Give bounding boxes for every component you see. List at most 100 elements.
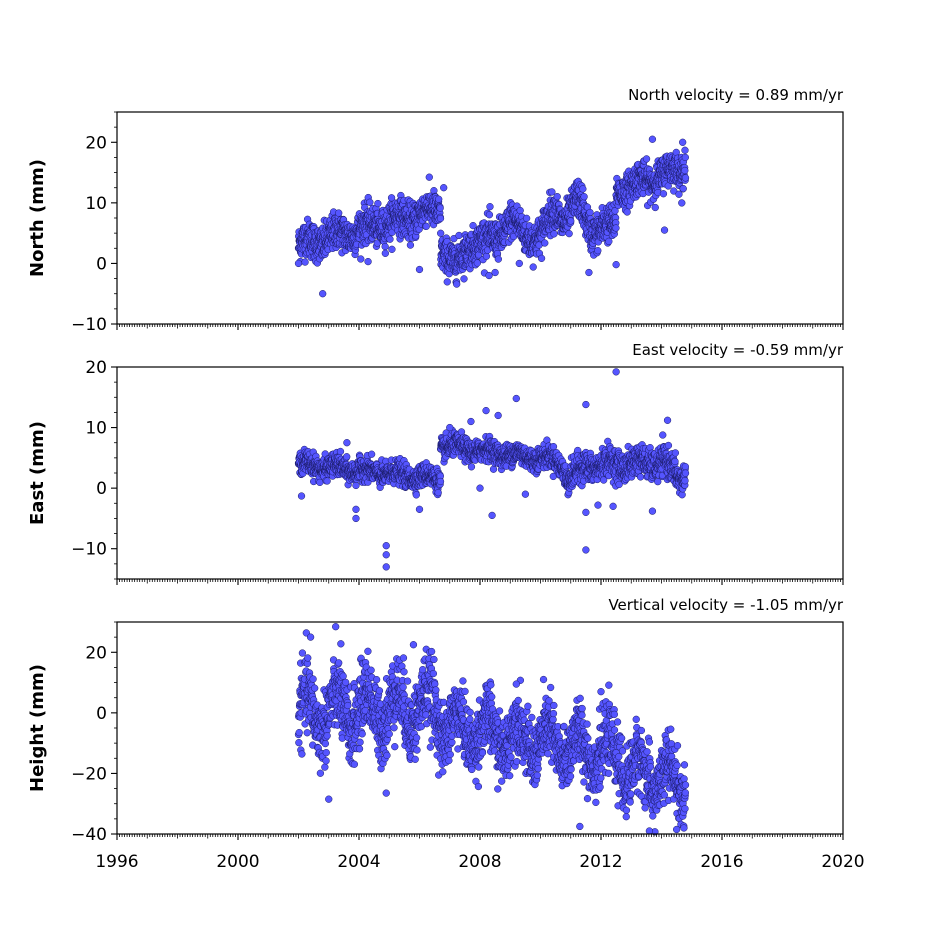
east-outlier-point bbox=[512, 394, 520, 403]
north-y-tick-label: 20 bbox=[85, 133, 107, 153]
east-outlier-point bbox=[382, 551, 390, 559]
north-point bbox=[565, 229, 573, 238]
east-outlier-point bbox=[382, 563, 390, 571]
north-point bbox=[522, 214, 531, 223]
east-outlier-point bbox=[482, 406, 490, 415]
east-outlier-point bbox=[467, 417, 475, 426]
north-point bbox=[381, 249, 389, 257]
north-subtitle: North velocity = 0.89 mm/yr bbox=[628, 86, 844, 104]
north-point bbox=[301, 258, 309, 266]
north-point bbox=[537, 254, 546, 263]
north-point bbox=[586, 208, 594, 217]
east-point bbox=[323, 477, 331, 485]
north-point bbox=[425, 173, 433, 181]
east-outlier-point bbox=[612, 368, 620, 376]
north-point bbox=[612, 224, 620, 232]
east-point bbox=[434, 489, 442, 497]
north-axes-frame bbox=[116, 111, 844, 325]
north-point bbox=[541, 239, 549, 247]
east-outlier-point bbox=[594, 501, 602, 509]
east-points bbox=[294, 368, 690, 571]
east-outlier-point bbox=[352, 505, 360, 513]
east-point bbox=[336, 447, 345, 456]
north-point bbox=[366, 198, 374, 206]
east-point bbox=[367, 450, 376, 458]
north-point bbox=[485, 211, 494, 219]
north-point bbox=[594, 247, 602, 255]
north-point bbox=[623, 208, 631, 216]
east-point bbox=[436, 477, 445, 486]
north-point bbox=[550, 230, 558, 238]
north-point bbox=[436, 204, 444, 212]
north-outlier-point bbox=[415, 265, 424, 274]
north-outlier-point bbox=[485, 271, 493, 280]
north-axes: −10 0 10 20 bbox=[71, 111, 844, 335]
north-point bbox=[388, 245, 396, 253]
north-point bbox=[387, 194, 396, 202]
east-point bbox=[343, 453, 351, 461]
north-outlier-point bbox=[585, 268, 593, 277]
north-point bbox=[460, 275, 468, 283]
north-y-tick-label: 0 bbox=[96, 254, 107, 274]
north-point bbox=[435, 195, 443, 203]
north-point bbox=[659, 190, 668, 198]
east-point bbox=[671, 457, 679, 466]
north-point bbox=[436, 214, 445, 223]
north-point bbox=[681, 153, 689, 162]
east-outlier-point bbox=[648, 507, 657, 515]
north-y-tick-label: 10 bbox=[85, 194, 107, 214]
east-point bbox=[681, 463, 689, 471]
north-point bbox=[443, 278, 451, 286]
north-point bbox=[553, 192, 561, 201]
east-point bbox=[316, 478, 324, 487]
north-point bbox=[482, 252, 491, 260]
north-outlier-point bbox=[319, 290, 327, 298]
east-outlier-point bbox=[488, 511, 496, 520]
north-point bbox=[450, 235, 458, 243]
north-point bbox=[679, 185, 687, 193]
east-outlier-point bbox=[494, 411, 502, 420]
north-outlier-point bbox=[515, 259, 523, 268]
north-ylabel: North (mm) bbox=[27, 159, 48, 277]
north-point bbox=[605, 237, 613, 246]
north-outlier-point bbox=[648, 135, 657, 143]
east-point bbox=[681, 477, 689, 485]
east-point bbox=[467, 463, 476, 471]
north-point bbox=[455, 231, 463, 240]
north-point bbox=[374, 199, 382, 208]
north-outlier-point bbox=[579, 185, 587, 193]
north-outlier-point bbox=[612, 260, 620, 269]
east-point bbox=[489, 465, 498, 473]
east-point bbox=[412, 491, 420, 499]
north-point bbox=[681, 146, 689, 154]
north-point bbox=[406, 241, 415, 249]
east-outlier-point bbox=[663, 416, 672, 424]
east-point bbox=[659, 431, 667, 439]
east-outlier-point bbox=[476, 484, 484, 492]
east-point bbox=[636, 473, 645, 481]
north-point bbox=[580, 193, 588, 201]
east-point bbox=[549, 442, 558, 451]
north-point bbox=[678, 199, 686, 207]
panel-east: East velocity = -0.59 mm/yr East (mm) −1… bbox=[27, 341, 844, 585]
north-point bbox=[651, 203, 659, 212]
east-outlier-point bbox=[521, 490, 530, 498]
east-outlier-point bbox=[297, 492, 306, 500]
east-point bbox=[664, 441, 673, 450]
north-point bbox=[548, 188, 556, 196]
east-point bbox=[681, 469, 690, 477]
east-subtitle: East velocity = -0.59 mm/yr bbox=[632, 341, 844, 359]
east-outlier-point bbox=[446, 423, 454, 432]
north-point bbox=[386, 235, 394, 243]
north-outlier-point bbox=[679, 138, 687, 146]
north-point bbox=[453, 280, 461, 288]
north-point bbox=[422, 222, 430, 230]
east-outlier-point bbox=[343, 439, 351, 447]
north-point bbox=[529, 263, 537, 271]
north-outlier-point bbox=[294, 259, 303, 268]
east-outlier-point bbox=[582, 400, 590, 409]
east-ylabel: East (mm) bbox=[27, 421, 48, 525]
north-y-tick-label: −10 bbox=[71, 315, 107, 335]
east-outlier-point bbox=[609, 502, 617, 510]
